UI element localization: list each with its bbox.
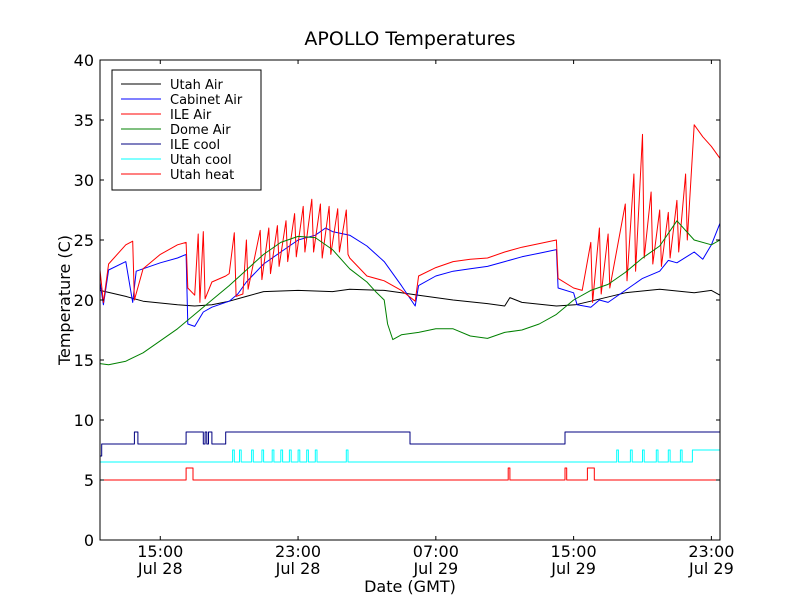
legend-label: Utah cool xyxy=(170,153,232,168)
legend-label: Utah heat xyxy=(170,168,234,183)
y-tick-label: 20 xyxy=(74,291,94,310)
legend-label: Cabinet Air xyxy=(170,93,243,108)
x-tick-label-date: Jul 28 xyxy=(137,559,183,578)
x-tick-label-date: Jul 28 xyxy=(275,559,321,578)
x-tick-label-date: Jul 29 xyxy=(550,559,596,578)
series-line-ile-air xyxy=(99,124,721,303)
series-line-cabinet-air xyxy=(99,223,721,327)
x-tick-label-time: 07:00 xyxy=(413,542,459,561)
series-line-utah-cool xyxy=(100,449,720,463)
x-axis-label: Date (GMT) xyxy=(364,577,456,596)
y-tick-label: 10 xyxy=(74,411,94,430)
y-tick-label: 15 xyxy=(74,351,94,370)
series-line-utah-air xyxy=(99,288,721,307)
y-tick-label: 30 xyxy=(74,171,94,190)
x-tick-label-date: Jul 29 xyxy=(412,559,458,578)
series-layer xyxy=(99,124,721,481)
x-tick-label-time: 23:00 xyxy=(688,542,734,561)
x-tick-label-time: 15:00 xyxy=(551,542,597,561)
y-axis-label: Temperature (C) xyxy=(55,235,74,366)
y-tick-label: 0 xyxy=(84,531,94,550)
legend-label: ILE cool xyxy=(170,138,220,153)
legend-label: ILE Air xyxy=(170,108,212,123)
x-tick-label-time: 23:00 xyxy=(275,542,321,561)
series-line-ile-cool xyxy=(100,431,720,457)
series-line-utah-heat xyxy=(100,467,720,481)
x-tick-label-date: Jul 29 xyxy=(688,559,734,578)
legend-label: Dome Air xyxy=(170,123,231,138)
y-tick-label: 25 xyxy=(74,231,94,250)
chart-title: APOLLO Temperatures xyxy=(304,28,515,50)
legend-label: Utah Air xyxy=(170,78,223,93)
y-tick-label: 5 xyxy=(84,471,94,490)
y-tick-label: 35 xyxy=(74,111,94,130)
y-tick-label: 40 xyxy=(74,51,94,70)
series-line-dome-air xyxy=(99,220,721,366)
x-tick-label-time: 15:00 xyxy=(137,542,183,561)
legend-box xyxy=(111,69,262,191)
